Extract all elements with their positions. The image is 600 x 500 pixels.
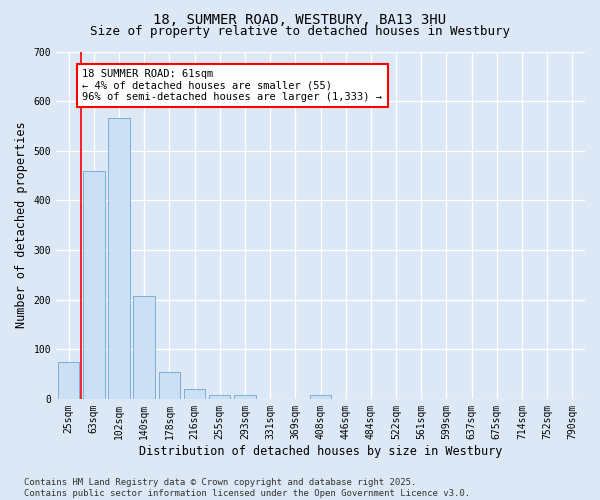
Bar [158,372,180,399]
X-axis label: Distribution of detached houses by size in Westbury: Distribution of detached houses by size … [139,444,502,458]
Text: Size of property relative to detached houses in Westbury: Size of property relative to detached ho… [90,25,510,38]
Y-axis label: Number of detached properties: Number of detached properties [15,122,28,328]
Text: 18 SUMMER ROAD: 61sqm
← 4% of detached houses are smaller (55)
96% of semi-detac: 18 SUMMER ROAD: 61sqm ← 4% of detached h… [82,69,382,102]
Bar [234,395,256,399]
Bar [133,296,155,399]
Bar [58,362,79,399]
Bar [310,396,331,399]
Bar [184,389,205,399]
Text: 18, SUMMER ROAD, WESTBURY, BA13 3HU: 18, SUMMER ROAD, WESTBURY, BA13 3HU [154,12,446,26]
Bar [209,395,230,399]
Bar [83,170,104,399]
Text: Contains HM Land Registry data © Crown copyright and database right 2025.
Contai: Contains HM Land Registry data © Crown c… [24,478,470,498]
Bar [109,118,130,399]
